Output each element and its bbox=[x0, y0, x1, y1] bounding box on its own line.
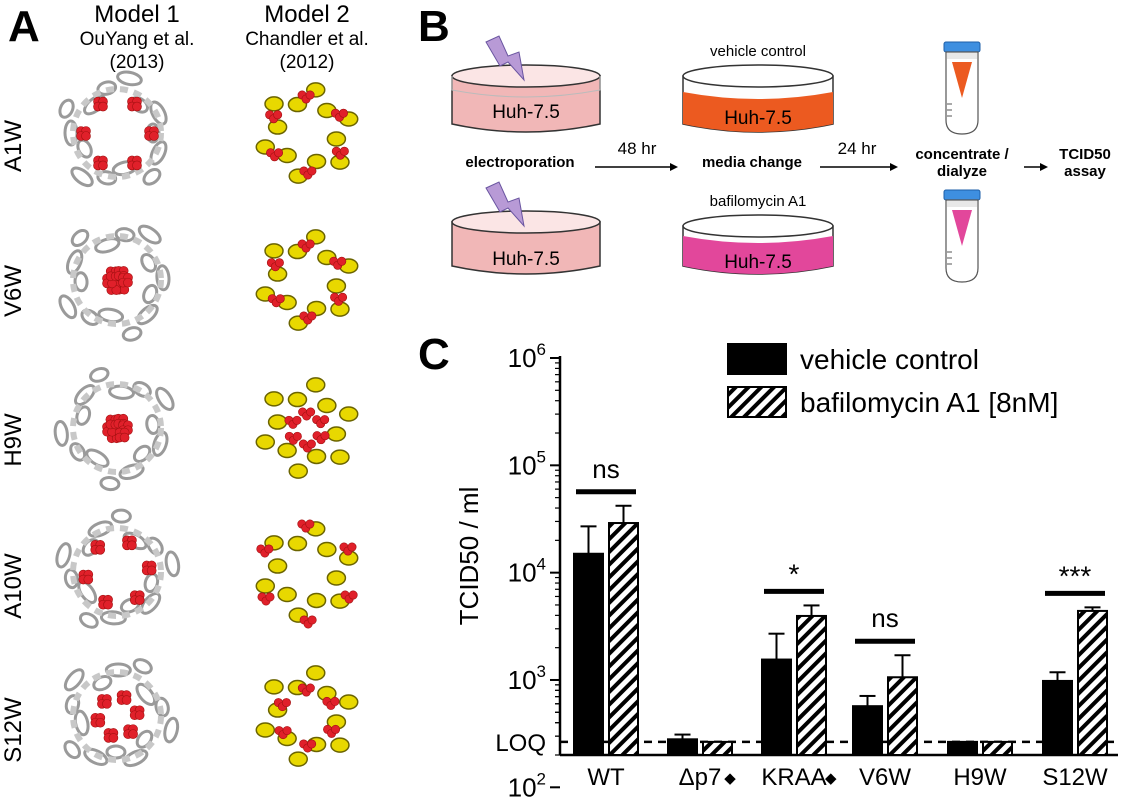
legend-swatch-0 bbox=[727, 343, 787, 375]
arrow-icon-2 bbox=[890, 163, 898, 171]
dish-label-4: Huh-7.5 bbox=[724, 252, 792, 273]
time-48hr: 48 hr bbox=[618, 139, 657, 158]
lightning-bolt-icon-2 bbox=[485, 181, 525, 228]
loq-label: LOQ bbox=[495, 730, 546, 757]
dish-label-1: Huh-7.5 bbox=[492, 102, 560, 123]
bar-vehicle-3 bbox=[852, 705, 883, 757]
arrow-icon-3 bbox=[1040, 163, 1048, 171]
dish-vehicle: Huh-7.5 bbox=[682, 64, 834, 133]
x-tick-label: KRAA bbox=[761, 764, 826, 791]
model2-structure-a1w bbox=[255, 82, 359, 184]
model1-year: (2013) bbox=[109, 52, 165, 73]
model1-structure-a1w bbox=[58, 70, 168, 188]
significance-label: ns bbox=[871, 603, 898, 633]
model2-structure-h9w bbox=[255, 377, 359, 479]
dish-top-left: Huh-7.5 bbox=[451, 64, 601, 133]
model2-structure-v6w bbox=[255, 229, 359, 331]
y-tick-label: 103 bbox=[508, 662, 546, 695]
model2-year: (2012) bbox=[279, 52, 335, 73]
panel-c-letter: C bbox=[418, 330, 450, 379]
significance-label: ns bbox=[592, 454, 619, 484]
arrow-icon bbox=[670, 163, 678, 171]
x-tick-label: WT bbox=[587, 764, 625, 791]
step-tcid50-line2: assay bbox=[1064, 163, 1106, 180]
model2-structure-s12w bbox=[255, 665, 359, 767]
dish-bottom-left: Huh-7.5 bbox=[451, 210, 601, 275]
y-axis-label: TCID50 / ml bbox=[454, 487, 484, 626]
y-tick-label: 104 bbox=[508, 555, 546, 588]
bar-bafilomycin-3 bbox=[887, 676, 918, 756]
step-concentrate-line1: concentrate / bbox=[915, 146, 1009, 163]
model1-structure-v6w bbox=[58, 224, 171, 342]
step-tcid50-line1: TCID50 bbox=[1059, 146, 1111, 163]
tube-vehicle bbox=[943, 41, 981, 135]
step-concentrate-line2: dialyze bbox=[937, 163, 987, 180]
category-marker-icon: ◆ bbox=[825, 770, 837, 787]
dish-label-2: Huh-7.5 bbox=[492, 249, 560, 270]
model1-structure-h9w bbox=[53, 366, 175, 492]
time-24hr: 24 hr bbox=[838, 139, 877, 158]
bar-vehicle-5 bbox=[1042, 679, 1073, 757]
x-tick-label: Δp7 bbox=[679, 764, 722, 791]
step-media-change: media change bbox=[702, 154, 802, 171]
legend-label-1: bafilomycin A1 [8nM] bbox=[800, 387, 1058, 418]
lightning-bolt-icon bbox=[485, 35, 525, 82]
legend-swatch-1 bbox=[727, 386, 787, 418]
x-tick-label: V6W bbox=[859, 764, 911, 791]
y-tick-label: 102 bbox=[508, 769, 546, 800]
bar-bafilomycin-5 bbox=[1077, 609, 1108, 756]
bar-vehicle-2 bbox=[761, 658, 792, 757]
step-electroporation: electroporation bbox=[465, 154, 574, 171]
bar-vehicle-4 bbox=[947, 740, 978, 757]
model2-header: Model 2 Chandler et al. (2012) bbox=[222, 2, 392, 74]
legend-label-0: vehicle control bbox=[800, 344, 979, 375]
category-marker-icon: ◆ bbox=[724, 770, 736, 787]
dish-label-3: Huh-7.5 bbox=[724, 108, 792, 129]
bafilomycin-label: bafilomycin A1 bbox=[710, 193, 807, 210]
y-tick-label: 105 bbox=[508, 447, 546, 480]
x-tick-label: H9W bbox=[953, 764, 1007, 791]
bar-bafilomycin-1 bbox=[702, 740, 733, 757]
model1-authors: OuYang et al. bbox=[79, 29, 195, 50]
bar-bafilomycin-0 bbox=[608, 522, 639, 757]
y-tick-label: 106 bbox=[508, 340, 546, 373]
model1-title: Model 1 bbox=[94, 1, 180, 28]
model1-structure-a10w bbox=[55, 508, 181, 629]
model2-structure-a10w bbox=[255, 519, 359, 629]
tube-bafilomycin bbox=[943, 189, 981, 283]
panel-b-letter: B bbox=[418, 2, 450, 51]
vehicle-control-label: vehicle control bbox=[710, 43, 806, 60]
model2-authors: Chandler et al. bbox=[245, 29, 369, 50]
model2-title: Model 2 bbox=[264, 1, 350, 28]
bar-vehicle-0 bbox=[573, 552, 604, 756]
bar-vehicle-1 bbox=[667, 738, 698, 756]
x-tick-label: S12W bbox=[1042, 764, 1108, 791]
significance-label: * bbox=[789, 558, 800, 589]
bar-bafilomycin-2 bbox=[796, 614, 827, 756]
bar-bafilomycin-4 bbox=[982, 740, 1013, 757]
significance-label: *** bbox=[1059, 560, 1092, 591]
model1-structure-s12w bbox=[63, 658, 180, 768]
panel-a-letter: A bbox=[8, 2, 40, 51]
dish-bafilomycin: Huh-7.5 bbox=[682, 214, 834, 275]
model1-header: Model 1 OuYang et al. (2013) bbox=[52, 2, 222, 74]
structure-models bbox=[53, 70, 359, 768]
